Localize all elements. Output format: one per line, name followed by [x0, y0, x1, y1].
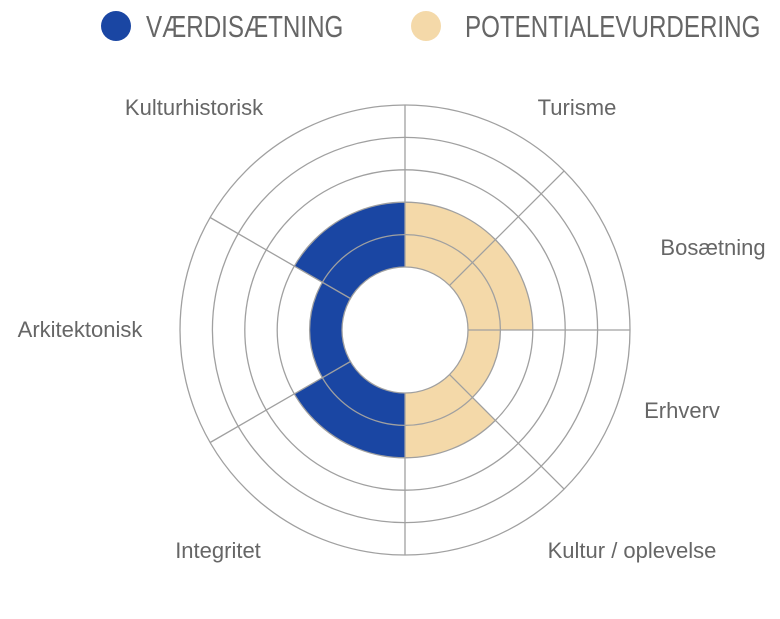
sector-turisme — [405, 202, 496, 286]
category-label-kultur-oplevelse: Kultur / oplevelse — [548, 538, 717, 563]
category-label-arkitektonisk: Arkitektonisk — [18, 317, 144, 342]
sector-bosætning — [449, 239, 533, 330]
legend-marker-vaerdisaetning — [101, 11, 131, 41]
grid-spoke — [209, 360, 351, 444]
sector-integritet — [294, 361, 405, 458]
legend-label-vaerdisaetning: VÆRDISÆTNING — [146, 9, 343, 44]
sector-arkitektonisk — [309, 282, 351, 378]
category-label-kulturhistorisk: Kulturhistorisk — [125, 95, 264, 120]
grid-spoke — [449, 374, 565, 490]
sector-kultur-oplevelse — [405, 374, 496, 458]
category-label-bosætning: Bosætning — [660, 235, 765, 260]
sector-kulturhistorisk — [294, 202, 405, 299]
legend-marker-potentialevurdering — [411, 11, 441, 41]
grid-ring — [341, 266, 469, 394]
grid-spoke — [209, 216, 351, 300]
category-label-integritet: Integritet — [175, 538, 261, 563]
legend-label-potentialevurdering: POTENTIALEVURDERING — [465, 9, 760, 44]
legend: VÆRDISÆTNING POTENTIALEVURDERING — [101, 9, 760, 44]
category-label-turisme: Turisme — [538, 95, 617, 120]
category-label-erhverv: Erhverv — [644, 398, 720, 423]
grid-spoke — [449, 170, 565, 286]
sector-erhverv — [449, 330, 501, 398]
